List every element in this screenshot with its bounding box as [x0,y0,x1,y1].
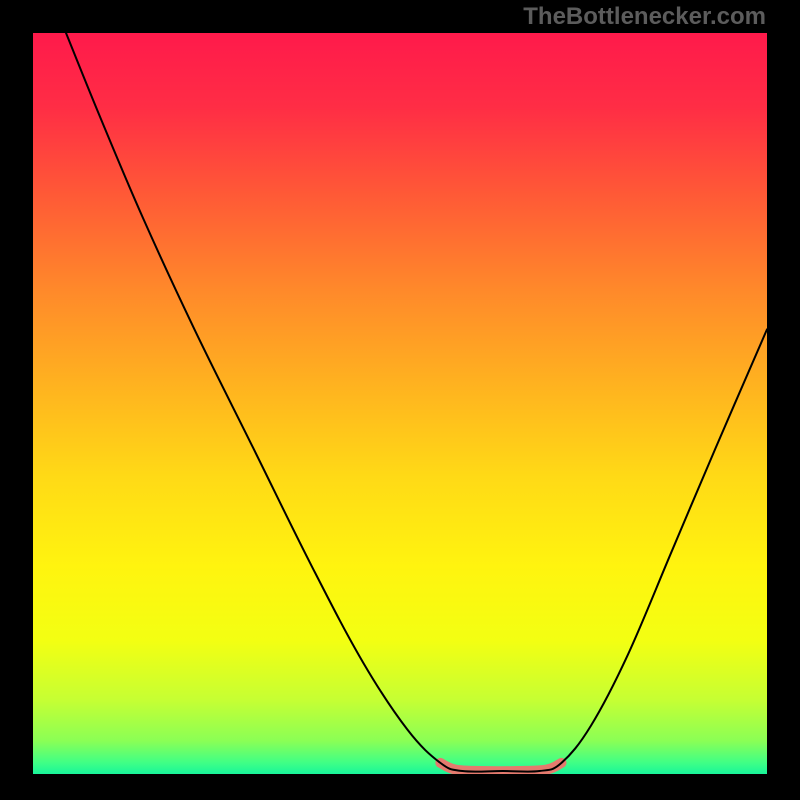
plot-area [33,33,767,774]
bottleneck-curve [66,33,767,772]
watermark-text: TheBottlenecker.com [523,3,766,31]
chart-frame: TheBottlenecker.com [0,0,800,800]
curve-layer [33,33,767,774]
